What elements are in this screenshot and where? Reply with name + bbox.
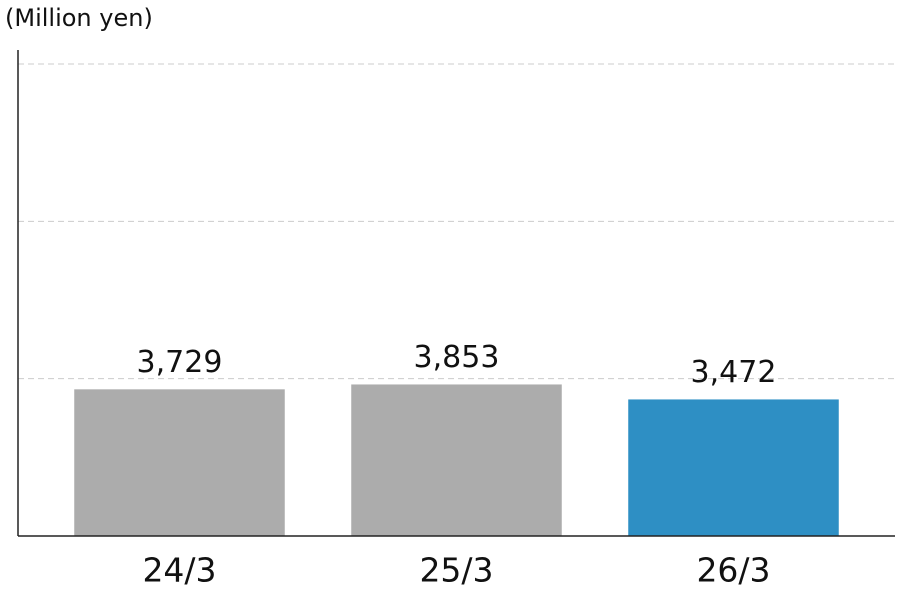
bar bbox=[628, 399, 839, 536]
bar bbox=[74, 389, 285, 536]
x-tick-label: 26/3 bbox=[696, 551, 770, 590]
x-tick-label: 25/3 bbox=[419, 551, 493, 590]
x-tick-label: 24/3 bbox=[142, 551, 216, 590]
value-label: 3,729 bbox=[137, 345, 223, 380]
value-label: 3,853 bbox=[414, 340, 500, 375]
bar bbox=[351, 384, 562, 536]
y-axis-label: (Million yen) bbox=[5, 4, 153, 32]
value-label: 3,472 bbox=[691, 355, 777, 390]
